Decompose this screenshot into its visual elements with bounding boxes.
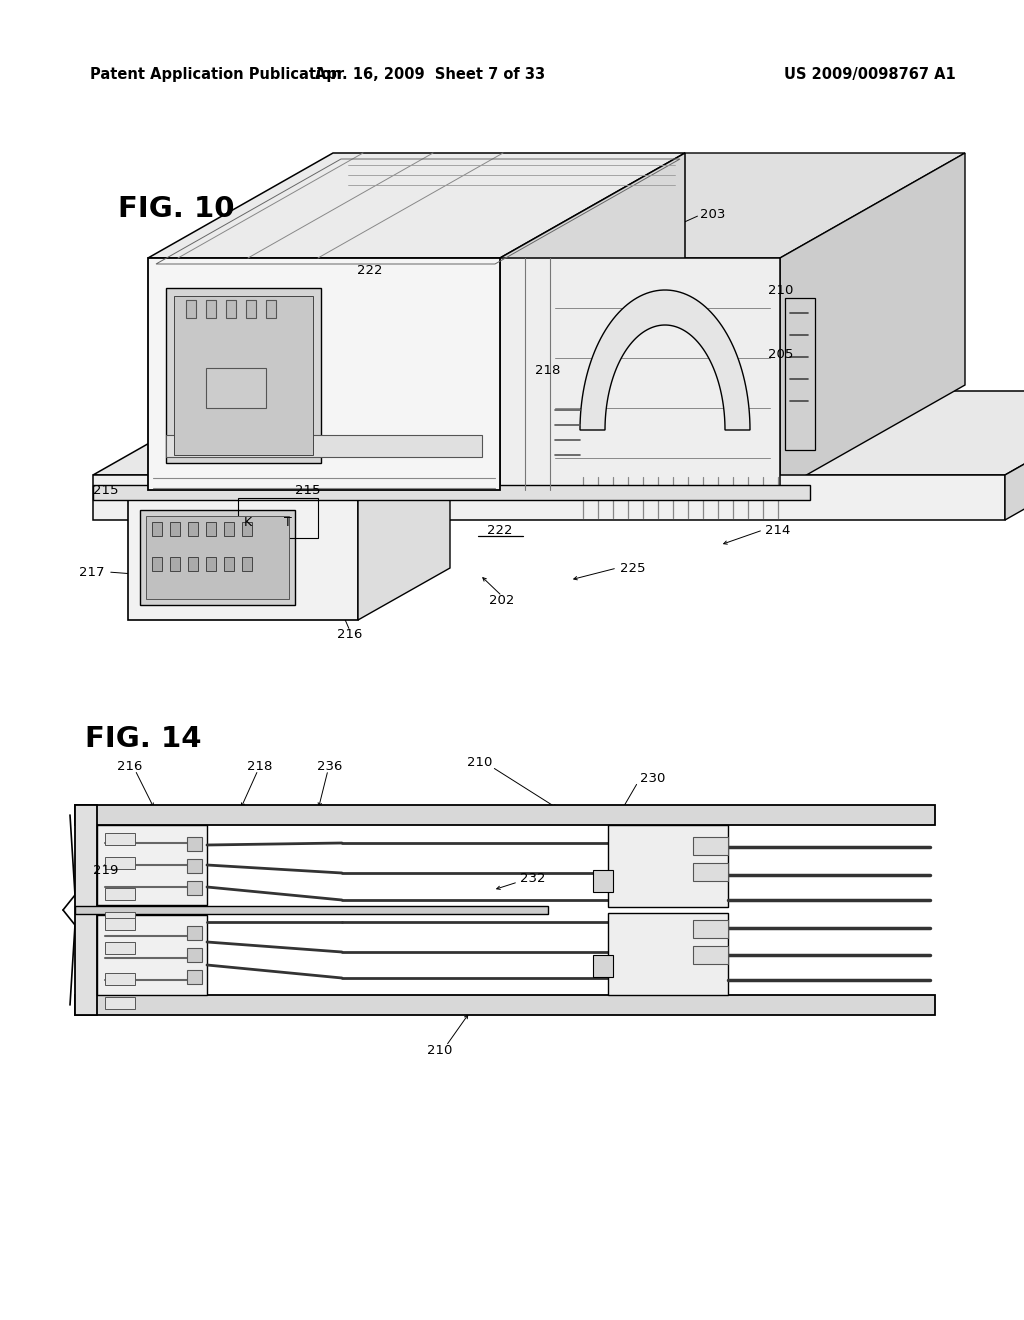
Polygon shape	[580, 290, 750, 430]
Text: 232: 232	[520, 871, 546, 884]
Bar	[785, 298, 815, 450]
Bar	[693, 837, 728, 855]
Bar	[693, 863, 728, 880]
Bar	[105, 857, 135, 869]
Polygon shape	[148, 153, 685, 257]
Text: 218: 218	[248, 760, 272, 774]
Text: 214: 214	[765, 524, 791, 536]
Bar	[170, 521, 180, 536]
Text: 230: 230	[640, 771, 666, 784]
Bar	[166, 288, 321, 463]
Bar	[97, 825, 207, 906]
Bar	[186, 300, 196, 318]
Bar	[173, 480, 208, 492]
Text: 202: 202	[489, 594, 515, 606]
Bar	[166, 436, 482, 457]
Polygon shape	[93, 391, 1024, 475]
Bar	[75, 995, 935, 1015]
Bar	[75, 805, 935, 825]
Bar	[693, 946, 728, 964]
Bar	[152, 557, 162, 572]
Text: US 2009/0098767 A1: US 2009/0098767 A1	[784, 67, 955, 82]
Bar	[75, 906, 548, 913]
Bar	[608, 913, 728, 995]
Text: 216: 216	[337, 628, 362, 642]
Polygon shape	[500, 153, 965, 257]
Text: 205: 205	[768, 348, 794, 362]
Text: 225: 225	[620, 561, 645, 574]
Bar	[206, 300, 216, 318]
Text: 216: 216	[118, 760, 142, 774]
Text: T: T	[284, 516, 292, 529]
Bar	[93, 475, 1005, 520]
Bar	[105, 917, 135, 931]
Bar	[453, 480, 488, 492]
Bar	[93, 484, 810, 500]
Bar	[187, 970, 202, 983]
Polygon shape	[358, 447, 450, 620]
Polygon shape	[500, 153, 685, 490]
Bar	[313, 480, 348, 492]
Polygon shape	[128, 447, 450, 500]
Text: 210: 210	[467, 756, 493, 770]
Bar	[75, 805, 97, 1015]
Bar	[187, 948, 202, 962]
Text: Apr. 16, 2009  Sheet 7 of 33: Apr. 16, 2009 Sheet 7 of 33	[315, 67, 545, 82]
Text: 210: 210	[427, 1044, 453, 1056]
Text: FIG. 14: FIG. 14	[85, 725, 202, 752]
Bar	[105, 973, 135, 985]
Text: 217: 217	[80, 565, 105, 578]
Polygon shape	[780, 153, 965, 490]
Bar	[224, 557, 234, 572]
Bar	[105, 912, 135, 924]
Bar	[174, 296, 313, 455]
Bar	[170, 557, 180, 572]
Bar	[188, 521, 198, 536]
Bar	[97, 915, 207, 995]
Bar	[188, 557, 198, 572]
Bar	[128, 500, 358, 620]
Text: 218: 218	[535, 363, 560, 376]
Bar	[187, 880, 202, 895]
Text: K: K	[244, 516, 252, 529]
Bar	[105, 997, 135, 1008]
Bar	[105, 833, 135, 845]
Bar	[146, 516, 289, 599]
Text: 215: 215	[295, 483, 321, 496]
Bar	[187, 837, 202, 851]
Bar	[242, 557, 252, 572]
Bar	[500, 257, 780, 490]
Text: 203: 203	[700, 209, 725, 222]
Bar	[206, 557, 216, 572]
Bar	[266, 300, 276, 318]
Bar	[206, 521, 216, 536]
Bar	[152, 521, 162, 536]
Bar	[608, 825, 728, 907]
Text: 210: 210	[768, 284, 794, 297]
Text: FIG. 10: FIG. 10	[118, 195, 234, 223]
Bar	[148, 257, 500, 490]
Bar	[238, 498, 318, 539]
Bar	[187, 927, 202, 940]
Polygon shape	[1005, 391, 1024, 520]
Text: 236: 236	[317, 760, 343, 774]
Bar	[224, 521, 234, 536]
Text: 222: 222	[357, 264, 383, 276]
Text: Patent Application Publication: Patent Application Publication	[90, 67, 341, 82]
Bar	[242, 521, 252, 536]
Text: 219: 219	[92, 863, 118, 876]
Bar	[226, 300, 236, 318]
Bar	[140, 510, 295, 605]
Bar	[187, 859, 202, 873]
Bar	[246, 300, 256, 318]
Bar	[593, 870, 613, 892]
Bar	[693, 920, 728, 939]
Bar	[593, 954, 613, 977]
Bar	[105, 888, 135, 900]
Text: 215: 215	[92, 483, 118, 496]
Bar	[206, 368, 266, 408]
Bar	[105, 942, 135, 954]
Text: 222: 222	[487, 524, 513, 536]
